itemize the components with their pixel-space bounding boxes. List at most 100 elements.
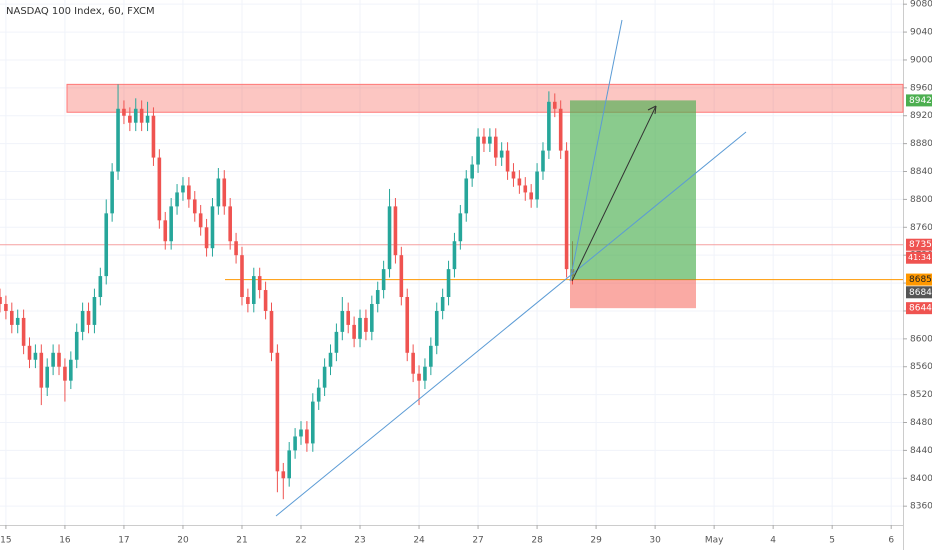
candle-body bbox=[110, 171, 114, 214]
candle-body bbox=[370, 303, 374, 332]
candle-body bbox=[352, 324, 356, 339]
candle-body bbox=[493, 136, 498, 158]
y-tick-label: 8560 bbox=[910, 362, 932, 372]
candle-body bbox=[163, 220, 168, 242]
target-label-box bbox=[906, 94, 932, 107]
candle-body bbox=[187, 185, 191, 200]
x-tick-label: 24 bbox=[413, 536, 425, 546]
x-tick-label: May bbox=[705, 536, 724, 546]
y-tick-label: 8960 bbox=[910, 83, 932, 93]
price-line-label-box bbox=[906, 273, 932, 286]
candle-body bbox=[358, 317, 362, 339]
candle-body bbox=[535, 171, 539, 200]
candle-body bbox=[405, 297, 410, 353]
candle-body bbox=[440, 297, 445, 311]
y-tick-label: 8360 bbox=[910, 502, 932, 512]
loss-zone bbox=[570, 279, 696, 309]
candle-body bbox=[334, 331, 339, 353]
candle-body bbox=[499, 150, 504, 158]
x-tick-label: 15 bbox=[0, 536, 11, 546]
projection-arrow bbox=[571, 105, 657, 282]
candle-body bbox=[169, 206, 173, 242]
target-label: 8942 bbox=[909, 96, 932, 106]
candle-body bbox=[0, 297, 2, 304]
y-tick-label: 8480 bbox=[910, 418, 932, 428]
candle-body bbox=[210, 206, 215, 249]
candle-body bbox=[33, 352, 38, 360]
y-tick-label: 8880 bbox=[910, 139, 932, 149]
candle-body bbox=[316, 387, 321, 402]
candle-body bbox=[69, 359, 73, 381]
candle-body bbox=[429, 345, 433, 367]
x-tick-label: 16 bbox=[59, 536, 71, 546]
arrow-head bbox=[647, 105, 657, 115]
x-tick-label: 28 bbox=[531, 536, 543, 546]
candle-body bbox=[63, 366, 67, 381]
y-tick-label: 8600 bbox=[910, 334, 932, 344]
candle-body bbox=[116, 108, 120, 172]
candle-body bbox=[234, 241, 238, 256]
candle-body bbox=[511, 171, 516, 179]
y-tick-label: 9080 bbox=[910, 0, 932, 10]
y-tick-label: 8760 bbox=[910, 223, 932, 233]
candle-body bbox=[128, 115, 132, 123]
crosshair-label: 8684 bbox=[909, 288, 932, 298]
candle-body bbox=[45, 366, 50, 388]
candle-body bbox=[222, 178, 227, 207]
candle-body bbox=[281, 471, 286, 479]
y-tick-label: 9000 bbox=[910, 55, 932, 65]
y-tick-label: 8920 bbox=[910, 111, 932, 121]
candle-body bbox=[287, 450, 291, 479]
candle-body bbox=[529, 192, 533, 200]
candle-body bbox=[558, 108, 563, 151]
x-tick-label: 4 bbox=[770, 536, 776, 546]
candle-body bbox=[21, 317, 26, 346]
candle-body bbox=[145, 115, 150, 123]
candle-body bbox=[192, 199, 197, 214]
candle-body bbox=[488, 136, 492, 144]
candle-body bbox=[547, 101, 551, 151]
candle-body bbox=[541, 150, 545, 172]
candle-body bbox=[15, 317, 20, 325]
trend-line bbox=[275, 131, 747, 517]
candle-body bbox=[216, 178, 221, 207]
y-tick-label: 8800 bbox=[910, 195, 932, 205]
x-tick-label: 22 bbox=[295, 536, 306, 546]
candle-body bbox=[446, 269, 451, 298]
candle-body bbox=[139, 108, 144, 123]
crosshair-label-box bbox=[906, 286, 932, 299]
candle-body bbox=[452, 241, 457, 270]
candle-body bbox=[27, 345, 32, 360]
candle-body bbox=[305, 429, 309, 444]
x-tick-label: 6 bbox=[888, 536, 894, 546]
candle-body bbox=[299, 429, 303, 437]
candle-body bbox=[411, 352, 415, 374]
candle-body bbox=[104, 213, 109, 277]
candle-body bbox=[80, 310, 85, 332]
candle-body bbox=[564, 150, 569, 270]
candle-body bbox=[251, 276, 256, 304]
x-tick-label: 5 bbox=[829, 536, 835, 546]
candle-body bbox=[228, 206, 232, 242]
candle-body bbox=[328, 352, 333, 367]
x-tick-label: 30 bbox=[649, 536, 661, 546]
profit-zone bbox=[570, 100, 696, 280]
candle-body bbox=[458, 213, 463, 242]
candle-body bbox=[505, 150, 510, 172]
x-tick-label: 23 bbox=[354, 536, 365, 546]
candle-body bbox=[476, 136, 480, 165]
x-tick-label: 17 bbox=[118, 536, 129, 546]
y-tick-label: 9040 bbox=[910, 28, 932, 38]
candle-body bbox=[387, 206, 392, 270]
candle-body bbox=[240, 255, 244, 298]
candle-body bbox=[198, 213, 203, 228]
candle-body bbox=[98, 276, 103, 298]
y-tick-label: 8400 bbox=[910, 474, 932, 484]
y-tick-label: 8440 bbox=[910, 446, 932, 456]
candle-body bbox=[57, 352, 61, 367]
candle-body bbox=[86, 310, 91, 325]
candle-body bbox=[523, 185, 528, 193]
candle-body bbox=[399, 255, 404, 298]
